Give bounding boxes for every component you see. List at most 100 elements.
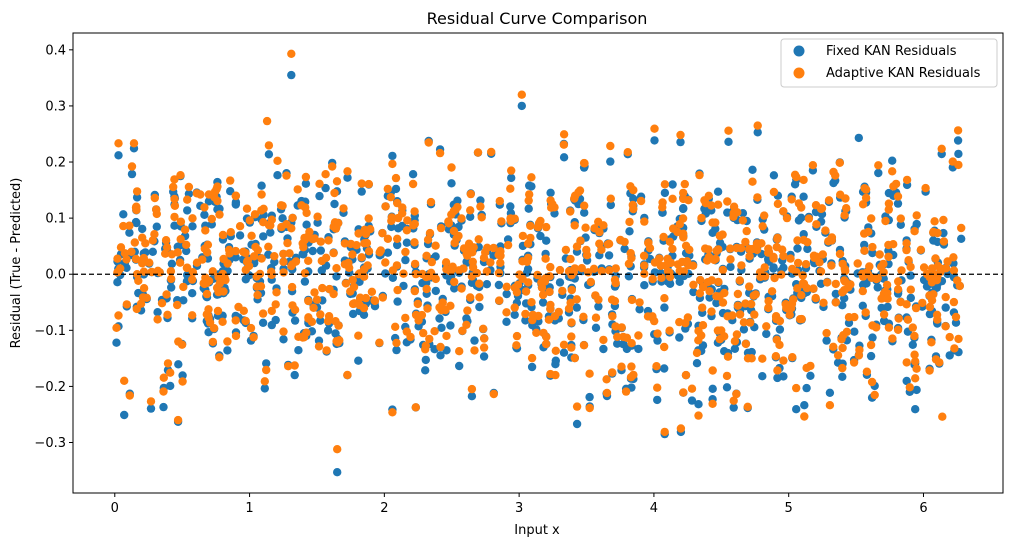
adaptive-residual-point bbox=[808, 161, 818, 170]
fixed-residual-point bbox=[183, 206, 192, 215]
adaptive-residual-point bbox=[586, 277, 595, 287]
y-tick-label: −0.3 bbox=[34, 436, 66, 451]
y-axis: −0.3 −0.2 −0.1 0.0 0.1 0.2 0.3 0.4 bbox=[34, 43, 73, 451]
adaptive-residual-point bbox=[579, 312, 588, 321]
adaptive-residual-point bbox=[218, 317, 227, 326]
adaptive-residual-point bbox=[599, 335, 608, 345]
adaptive-residual-point bbox=[170, 194, 179, 204]
adaptive-residual-point bbox=[745, 252, 754, 261]
adaptive-residual-point bbox=[793, 258, 803, 268]
fixed-residual-point bbox=[708, 384, 717, 393]
fixed-residual-point bbox=[383, 248, 393, 257]
fixed-residual-point bbox=[675, 333, 684, 342]
adaptive-residual-point bbox=[546, 304, 555, 314]
adaptive-residual-point bbox=[591, 313, 601, 322]
adaptive-residual-point bbox=[219, 287, 228, 296]
fixed-residual-point bbox=[793, 244, 802, 253]
adaptive-residual-point bbox=[799, 279, 809, 288]
adaptive-residual-point bbox=[253, 290, 262, 300]
adaptive-residual-point bbox=[831, 279, 840, 289]
adaptive-residual-point bbox=[470, 346, 479, 355]
adaptive-residual-point bbox=[442, 331, 451, 341]
adaptive-residual-point bbox=[411, 269, 421, 279]
adaptive-residual-point bbox=[411, 310, 421, 320]
fixed-residual-point bbox=[908, 340, 917, 349]
adaptive-residual-point bbox=[122, 255, 131, 264]
adaptive-residual-point bbox=[376, 246, 385, 255]
adaptive-residual-point bbox=[267, 306, 276, 316]
fixed-residual-point bbox=[689, 287, 698, 297]
adaptive-residual-point bbox=[287, 282, 297, 292]
adaptive-residual-point bbox=[741, 339, 751, 349]
adaptive-residual-point bbox=[737, 261, 746, 270]
adaptive-residual-point bbox=[146, 397, 156, 406]
adaptive-residual-point bbox=[868, 321, 877, 330]
adaptive-residual-point bbox=[954, 334, 963, 344]
fixed-residual-point bbox=[524, 204, 533, 213]
adaptive-residual-point bbox=[180, 225, 190, 234]
adaptive-residual-point bbox=[153, 315, 162, 324]
adaptive-residual-point bbox=[629, 185, 638, 195]
adaptive-residual-point bbox=[548, 200, 557, 209]
adaptive-residual-point bbox=[749, 291, 758, 300]
adaptive-residual-point bbox=[410, 286, 419, 296]
adaptive-residual-point bbox=[758, 354, 767, 363]
adaptive-residual-point bbox=[889, 240, 898, 249]
adaptive-residual-point bbox=[203, 248, 212, 257]
fixed-residual-point bbox=[862, 279, 871, 288]
x-tick-label: 3 bbox=[515, 501, 523, 516]
adaptive-residual-point bbox=[447, 266, 456, 275]
adaptive-residual-point bbox=[474, 235, 483, 244]
fixed-residual-point bbox=[174, 360, 183, 369]
adaptive-residual-point bbox=[235, 222, 245, 231]
fixed-residual-point bbox=[653, 395, 662, 405]
adaptive-residual-point bbox=[572, 402, 582, 411]
adaptive-residual-point bbox=[954, 160, 963, 170]
adaptive-residual-point bbox=[423, 304, 432, 313]
adaptive-residual-point bbox=[781, 300, 790, 309]
adaptive-residual-point bbox=[835, 158, 844, 167]
adaptive-residual-point bbox=[640, 217, 649, 226]
adaptive-residual-point bbox=[496, 258, 505, 267]
adaptive-residual-point bbox=[715, 231, 725, 241]
adaptive-residual-point bbox=[866, 340, 876, 350]
adaptive-residual-point bbox=[162, 243, 172, 252]
adaptive-residual-point bbox=[270, 252, 279, 261]
fixed-residual-point bbox=[435, 314, 444, 323]
adaptive-residual-point bbox=[650, 124, 659, 133]
adaptive-residual-point bbox=[939, 215, 948, 225]
adaptive-residual-point bbox=[696, 275, 705, 285]
adaptive-residual-point bbox=[931, 254, 940, 263]
adaptive-residual-point bbox=[125, 391, 134, 400]
y-tick-label: 0.4 bbox=[45, 43, 66, 58]
adaptive-residual-point bbox=[752, 239, 762, 248]
adaptive-residual-point bbox=[743, 402, 752, 411]
adaptive-residual-point bbox=[257, 254, 266, 263]
adaptive-residual-point bbox=[302, 208, 311, 218]
fixed-residual-point bbox=[278, 214, 287, 223]
adaptive-residual-point bbox=[357, 179, 366, 188]
adaptive-residual-point bbox=[526, 221, 535, 230]
fixed-residual-point bbox=[585, 392, 594, 402]
fixed-residual-point bbox=[125, 228, 134, 237]
adaptive-residual-point bbox=[658, 203, 667, 212]
adaptive-residual-point bbox=[178, 377, 187, 386]
adaptive-residual-point bbox=[196, 190, 205, 199]
adaptive-residual-point bbox=[799, 175, 808, 185]
adaptive-residual-point bbox=[381, 258, 390, 267]
adaptive-residual-point bbox=[150, 230, 159, 239]
adaptive-residual-point bbox=[343, 370, 352, 380]
adaptive-residual-point bbox=[192, 258, 202, 267]
fixed-residual-point bbox=[620, 244, 629, 254]
fixed-residual-point bbox=[838, 372, 847, 381]
fixed-residual-point bbox=[800, 401, 809, 410]
adaptive-residual-point bbox=[627, 362, 636, 371]
adaptive-residual-point bbox=[580, 201, 589, 210]
adaptive-residual-point bbox=[250, 252, 259, 261]
adaptive-residual-point bbox=[388, 408, 397, 417]
adaptive-residual-point bbox=[242, 204, 252, 213]
fixed-residual-point bbox=[799, 230, 808, 239]
adaptive-residual-point bbox=[668, 244, 677, 254]
fixed-residual-point bbox=[896, 220, 905, 229]
adaptive-residual-point bbox=[835, 249, 845, 259]
